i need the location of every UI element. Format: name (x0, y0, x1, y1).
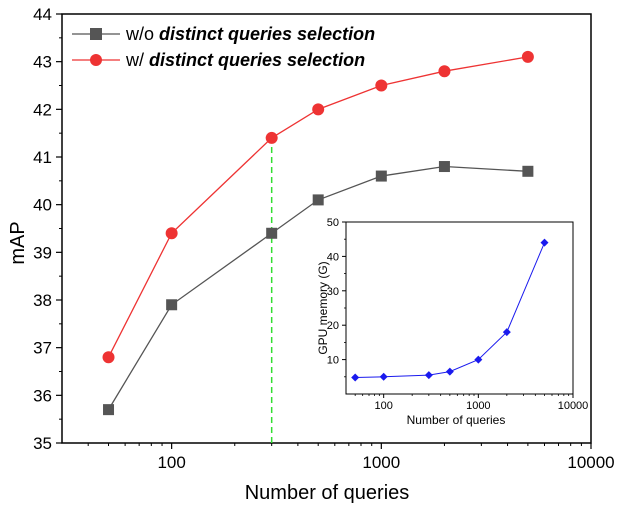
inset-y-axis-label: GPU memory (G) (316, 261, 330, 354)
data-point-with (438, 65, 451, 78)
main-axis-ticks (56, 13, 592, 449)
inset-plot: 10 20 30 40 50 100 1000 10000 Number of queries… (316, 217, 588, 427)
y-tick-label: 42 (33, 100, 52, 119)
inset-data-point (351, 373, 360, 382)
main-plot: 35 36 37 38 39 40 41 42 43 44 100 1000 10000 Number … (7, 5, 615, 504)
x-tick-label: 10000 (567, 453, 614, 472)
inset-axis-ticks (342, 221, 574, 398)
x-tick-label: 100 (157, 453, 185, 472)
legend-emphasis: distinct queries selection (149, 50, 365, 70)
inset-data-point (540, 238, 549, 247)
y-tick-label: 44 (33, 5, 52, 24)
data-point-with (312, 103, 325, 116)
data-point-without (438, 161, 450, 173)
y-tick-label: 37 (33, 339, 52, 358)
inset-y-tick-label: 50 (327, 217, 339, 229)
legend-label-with: w/ distinct queries selection (125, 50, 365, 70)
data-point-with (102, 351, 115, 364)
inset-y-tick-label: 20 (327, 320, 339, 332)
data-point-without (166, 299, 178, 311)
inset-tick-labels: 10 20 30 40 50 100 1000 10000 (327, 217, 589, 412)
y-tick-label: 43 (33, 53, 52, 72)
inset-y-tick-label: 30 (327, 286, 339, 298)
data-point-with (521, 50, 534, 63)
inset-data-point (424, 371, 433, 380)
legend-prefix: w/o (125, 24, 159, 44)
x-axis-label: Number of queries (245, 482, 410, 504)
inset-y-tick-label: 40 (327, 251, 339, 263)
inset-x-axis-label: Number of queries (407, 413, 506, 427)
inset-data-point (379, 372, 388, 381)
legend: w/o distinct queries selection w/ distin… (72, 24, 375, 70)
inset-data-point (502, 328, 511, 337)
y-tick-label: 36 (33, 386, 52, 405)
inset-x-tick-label: 1000 (466, 400, 490, 412)
data-point-without (312, 194, 324, 206)
legend-marker-square (90, 28, 102, 40)
main-tick-labels: 35 36 37 38 39 40 41 42 43 44 100 1000 10000 (33, 5, 615, 472)
data-point-without (522, 165, 534, 177)
data-point-without (266, 227, 278, 239)
inset-x-tick-label: 10000 (558, 400, 589, 412)
data-point-with (375, 79, 388, 92)
legend-label-without: w/o distinct queries selection (125, 24, 375, 44)
legend-emphasis: distinct queries selection (159, 24, 375, 44)
y-tick-label: 40 (33, 196, 52, 215)
y-tick-label: 35 (33, 434, 52, 453)
inset-data-point (445, 367, 454, 376)
inset-data-point (474, 355, 483, 364)
main-series (102, 50, 534, 416)
inset-y-tick-label: 10 (327, 355, 339, 367)
data-point-with (265, 131, 278, 144)
y-tick-label: 39 (33, 243, 52, 262)
y-tick-label: 38 (33, 291, 52, 310)
inset-x-tick-label: 100 (374, 400, 392, 412)
y-axis-label: mAP (7, 221, 29, 264)
y-tick-label: 41 (33, 148, 52, 167)
legend-prefix: w/ (125, 50, 149, 70)
data-point-with (165, 227, 178, 240)
inset-series (351, 238, 549, 382)
data-point-without (375, 170, 387, 182)
legend-marker-circle (90, 54, 102, 66)
data-point-without (103, 404, 115, 416)
x-tick-label: 1000 (362, 453, 400, 472)
